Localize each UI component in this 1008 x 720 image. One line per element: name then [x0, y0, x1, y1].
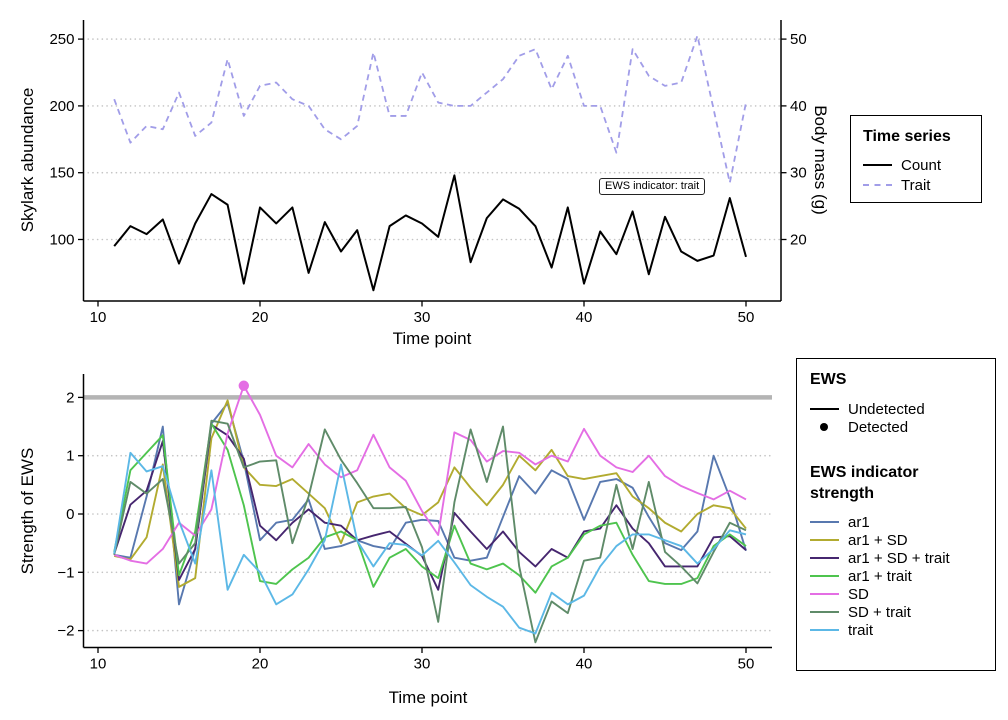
legend-item-undetected-label: Undetected — [848, 400, 925, 418]
trait-dashed-line-key-icon — [863, 184, 892, 186]
tick-label: 30 — [414, 656, 431, 673]
ar1-sd-trait-line-key-icon — [810, 557, 839, 559]
top-y-right-axis-title: Body mass (g) — [811, 105, 830, 215]
top-panel: 100 150 200 250 20 30 40 50 10 20 30 40 50 — [49, 20, 807, 326]
tick-label: 20 — [790, 232, 807, 249]
tick-label: 20 — [252, 656, 269, 673]
tick-label: 30 — [414, 309, 431, 326]
bottom-x-axis-title: Time point — [388, 688, 468, 707]
sd-line-key-icon — [810, 593, 839, 595]
tick-label: 10 — [90, 656, 107, 673]
legend-item-ar1-sd: ar1 + SD — [810, 531, 982, 549]
legend-item-ar1-sd-label: ar1 + SD — [848, 531, 908, 549]
tick-label: 20 — [252, 309, 269, 326]
legend-item-trait: Trait — [863, 175, 969, 195]
legend-item-trait-strength-label: trait — [848, 621, 874, 639]
legend-item-ar1-trait: ar1 + trait — [810, 567, 982, 585]
legend-item-ar1-label: ar1 — [848, 513, 870, 531]
undetected-line-key-icon — [810, 408, 839, 410]
tick-label: 40 — [576, 309, 593, 326]
tick-label: −2 — [57, 623, 74, 640]
count-line-key-icon — [863, 164, 892, 166]
tick-label: 50 — [790, 31, 807, 48]
legend-item-count: Count — [863, 155, 969, 175]
tick-label: 40 — [576, 656, 593, 673]
tick-label: 50 — [738, 309, 755, 326]
tick-label: 30 — [790, 165, 807, 182]
legend-time-series: Time series Count Trait — [850, 115, 982, 203]
series-trait-line — [113, 451, 747, 635]
legend-item-trait-strength: trait — [810, 621, 982, 639]
series-trait-line — [113, 34, 747, 184]
legend-item-sd-trait-label: SD + trait — [848, 603, 911, 621]
legend-item-count-label: Count — [901, 156, 942, 174]
series-sd-line — [113, 384, 747, 565]
top-x-axis-title: Time point — [392, 329, 472, 348]
tick-label: 10 — [90, 309, 107, 326]
legend-time-series-title: Time series — [863, 128, 951, 145]
legend-strength-title-line2: strength — [810, 485, 874, 502]
top-y-left-axis-title: Skylark abundance — [18, 87, 37, 233]
tick-label: 100 — [49, 232, 74, 249]
series-ar1-sd-trait-line — [113, 423, 747, 591]
series-sd-trait-line — [113, 419, 747, 644]
detected-point-key-icon — [820, 423, 828, 431]
legend-item-sd: SD — [810, 585, 982, 603]
bottom-y-axis-title: Strength of EWS — [18, 447, 37, 575]
legend-item-trait-label: Trait — [901, 176, 931, 194]
series-ar1-trait-line — [113, 422, 747, 594]
legend-item-sd-trait: SD + trait — [810, 603, 982, 621]
legend-item-ar1-trait-label: ar1 + trait — [848, 567, 912, 585]
bottom-panel: 210−1−210 20 30 40 50 — [57, 374, 773, 673]
legend-item-ar1: ar1 — [810, 513, 982, 531]
legend-ews: EWS Undetected Detected EWS indicator st… — [796, 358, 996, 671]
trait-line-key-icon — [810, 629, 839, 631]
tick-label: 2 — [66, 389, 74, 406]
tick-label: −1 — [57, 564, 74, 581]
ar1-sd-line-key-icon — [810, 539, 839, 541]
tick-label: 150 — [49, 165, 74, 182]
sd-trait-line-key-icon — [810, 611, 839, 613]
legend-item-ar1-sd-trait: ar1 + SD + trait — [810, 549, 982, 567]
detected-point-marker — [238, 380, 249, 391]
tick-label: 40 — [790, 98, 807, 115]
legend-item-ar1-sd-trait-label: ar1 + SD + trait — [848, 549, 950, 567]
legend-item-detected-label: Detected — [848, 418, 909, 436]
legend-ews-title: EWS — [810, 371, 847, 388]
series-count-line — [113, 174, 747, 292]
tick-label: 200 — [49, 98, 74, 115]
legend-item-detected: Detected — [810, 418, 982, 436]
series-ar1-sd-line — [113, 399, 747, 588]
tick-label: 50 — [738, 656, 755, 673]
legend-spacer — [810, 436, 982, 462]
legend-item-undetected: Undetected — [810, 400, 982, 418]
tick-label: 250 — [49, 31, 74, 48]
ar1-line-key-icon — [810, 521, 839, 523]
ar1-trait-line-key-icon — [810, 575, 839, 577]
legend-item-sd-label: SD — [848, 585, 869, 603]
tick-label: 0 — [66, 506, 74, 523]
ews-indicator-annotation: EWS indicator: trait — [599, 178, 706, 195]
legend-strength-title-line1: EWS indicator — [810, 464, 919, 481]
tick-label: 1 — [66, 448, 74, 465]
